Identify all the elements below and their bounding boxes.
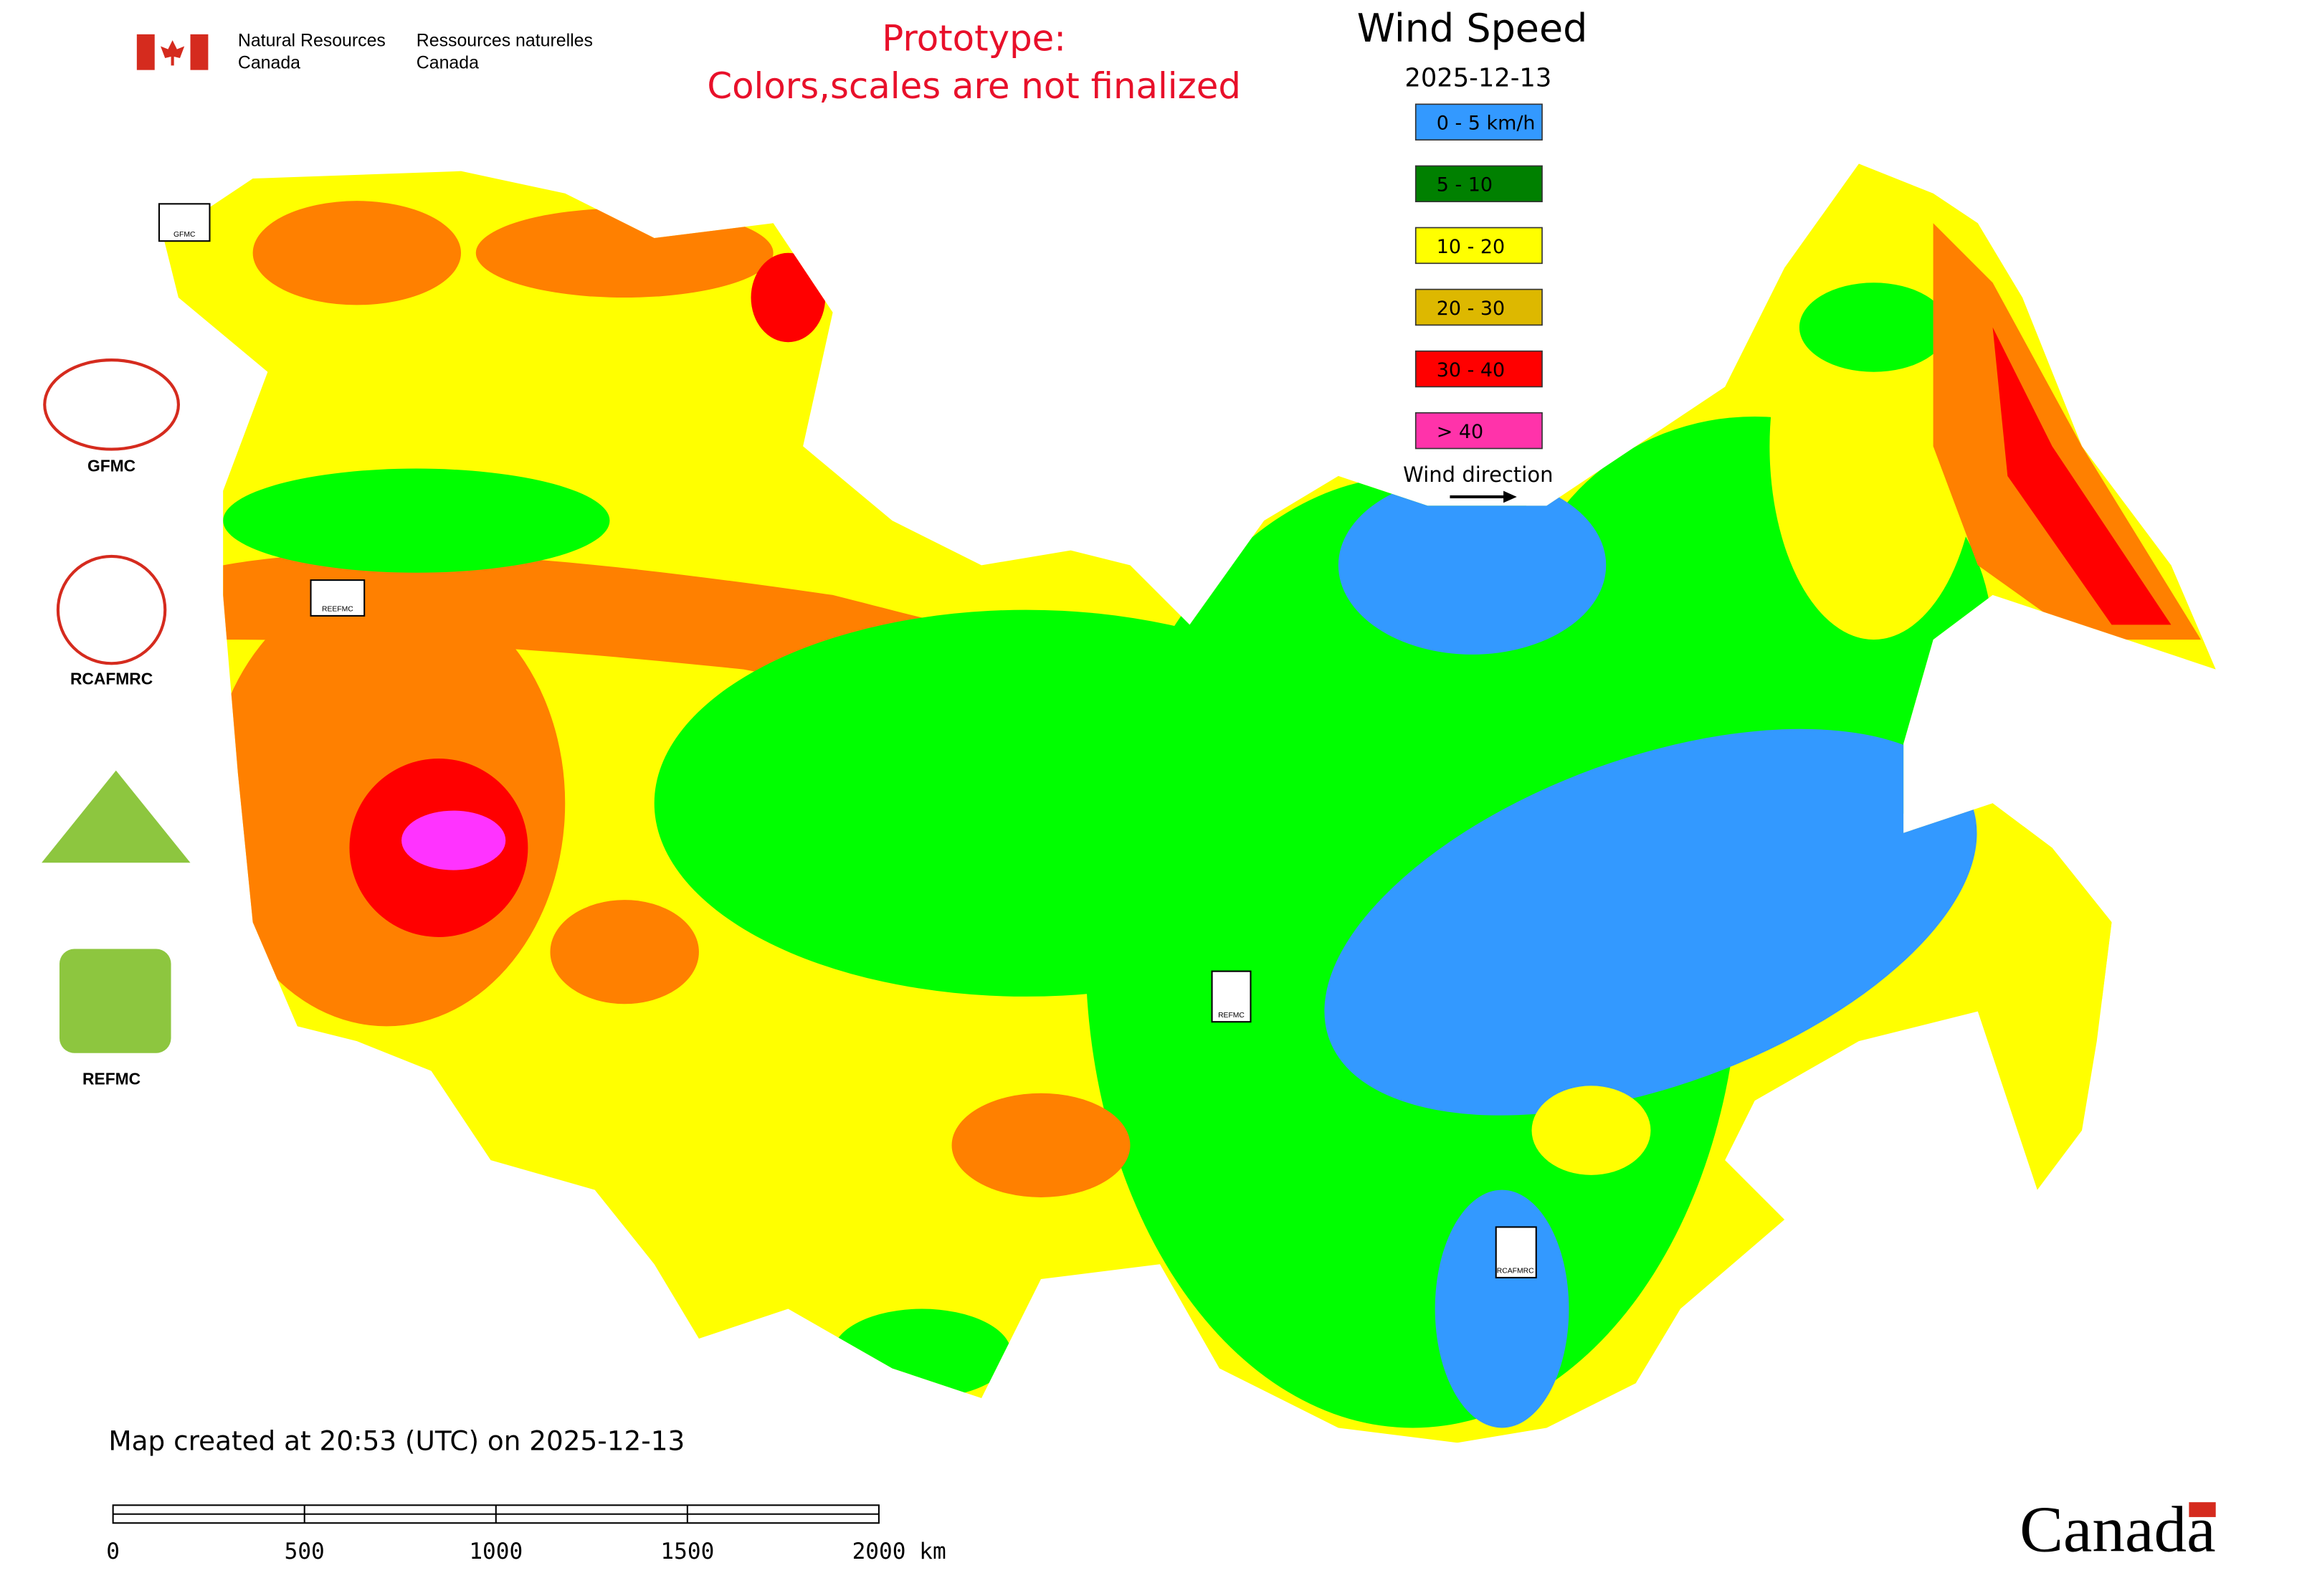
agency-fr: Ressources naturelles xyxy=(417,30,593,50)
legend-label: 0 - 5 km/h xyxy=(1437,113,1536,135)
legend-date: 2025-12-13 xyxy=(1404,63,1551,92)
legend-title: Wind Speed xyxy=(1357,6,1588,51)
legend-swatch xyxy=(1414,288,1543,326)
legend-label: 5 - 10 xyxy=(1437,174,1493,196)
logo-label: RCAFMRC xyxy=(70,669,153,688)
legend-label: 20 - 30 xyxy=(1437,298,1505,320)
nrcan-header: Natural Resources Canada Ressources natu… xyxy=(136,18,1241,107)
marker xyxy=(158,203,211,242)
scale-bar: 0 500 1000 1500 2000 km xyxy=(106,1504,946,1564)
logo xyxy=(43,358,180,451)
scale-label: 1500 xyxy=(660,1539,714,1564)
logo xyxy=(42,770,191,863)
scale-label: 0 xyxy=(106,1539,120,1564)
marker xyxy=(310,579,366,617)
scale-label: 500 xyxy=(285,1539,325,1564)
created-note: Map created at 20:53 (UTC) on 2025-12-13 xyxy=(108,1425,685,1457)
canada-wordmark: Canada xyxy=(2020,1493,2216,1566)
legend-swatch xyxy=(1414,227,1543,265)
logo xyxy=(56,554,167,665)
wordmark-flag xyxy=(2189,1502,2216,1517)
legend-label: > 40 xyxy=(1437,421,1483,443)
flag-bar xyxy=(136,34,155,70)
logo-label: GFMC xyxy=(87,457,135,475)
agency-en: Natural Resources xyxy=(238,30,386,50)
marker xyxy=(1495,1226,1537,1278)
map-markers: GFMC REEFMC REFMC RCAFMRC xyxy=(158,203,1537,1278)
legend-swatch xyxy=(1414,165,1543,203)
legend-label: 30 - 40 xyxy=(1437,359,1505,381)
marker xyxy=(1211,970,1252,1023)
logo-column: GFMC RCAFMRC REFMC xyxy=(42,358,191,1088)
logo xyxy=(59,949,171,1053)
legend-label: 10 - 20 xyxy=(1437,236,1505,258)
legend-swatch xyxy=(1414,412,1543,450)
flag-bar xyxy=(190,34,209,70)
logo-label: REFMC xyxy=(82,1069,141,1088)
wind-arrow-head xyxy=(1503,490,1517,503)
agency-fr: Canada xyxy=(417,53,479,73)
legend: Wind Speed 2025-12-13 Wind direction 0 -… xyxy=(1357,6,1588,503)
legend-swatch xyxy=(1414,350,1543,388)
scale-label: 2000 km xyxy=(852,1539,946,1564)
marker-label: GFMC xyxy=(173,231,196,239)
marker-label: REFMC xyxy=(1218,1012,1245,1020)
scale-label: 1000 xyxy=(469,1539,523,1564)
agency-en: Canada xyxy=(238,53,300,73)
notice: Prototype: xyxy=(882,18,1066,60)
marker-label: REEFMC xyxy=(322,606,353,614)
marker-label: RCAFMRC xyxy=(1497,1268,1534,1276)
legend-swatch xyxy=(1414,103,1543,141)
maple-leaf xyxy=(161,40,185,66)
wind-direction-label: Wind direction xyxy=(1403,462,1553,487)
notice: Colors,scales are not finalized xyxy=(707,65,1241,107)
